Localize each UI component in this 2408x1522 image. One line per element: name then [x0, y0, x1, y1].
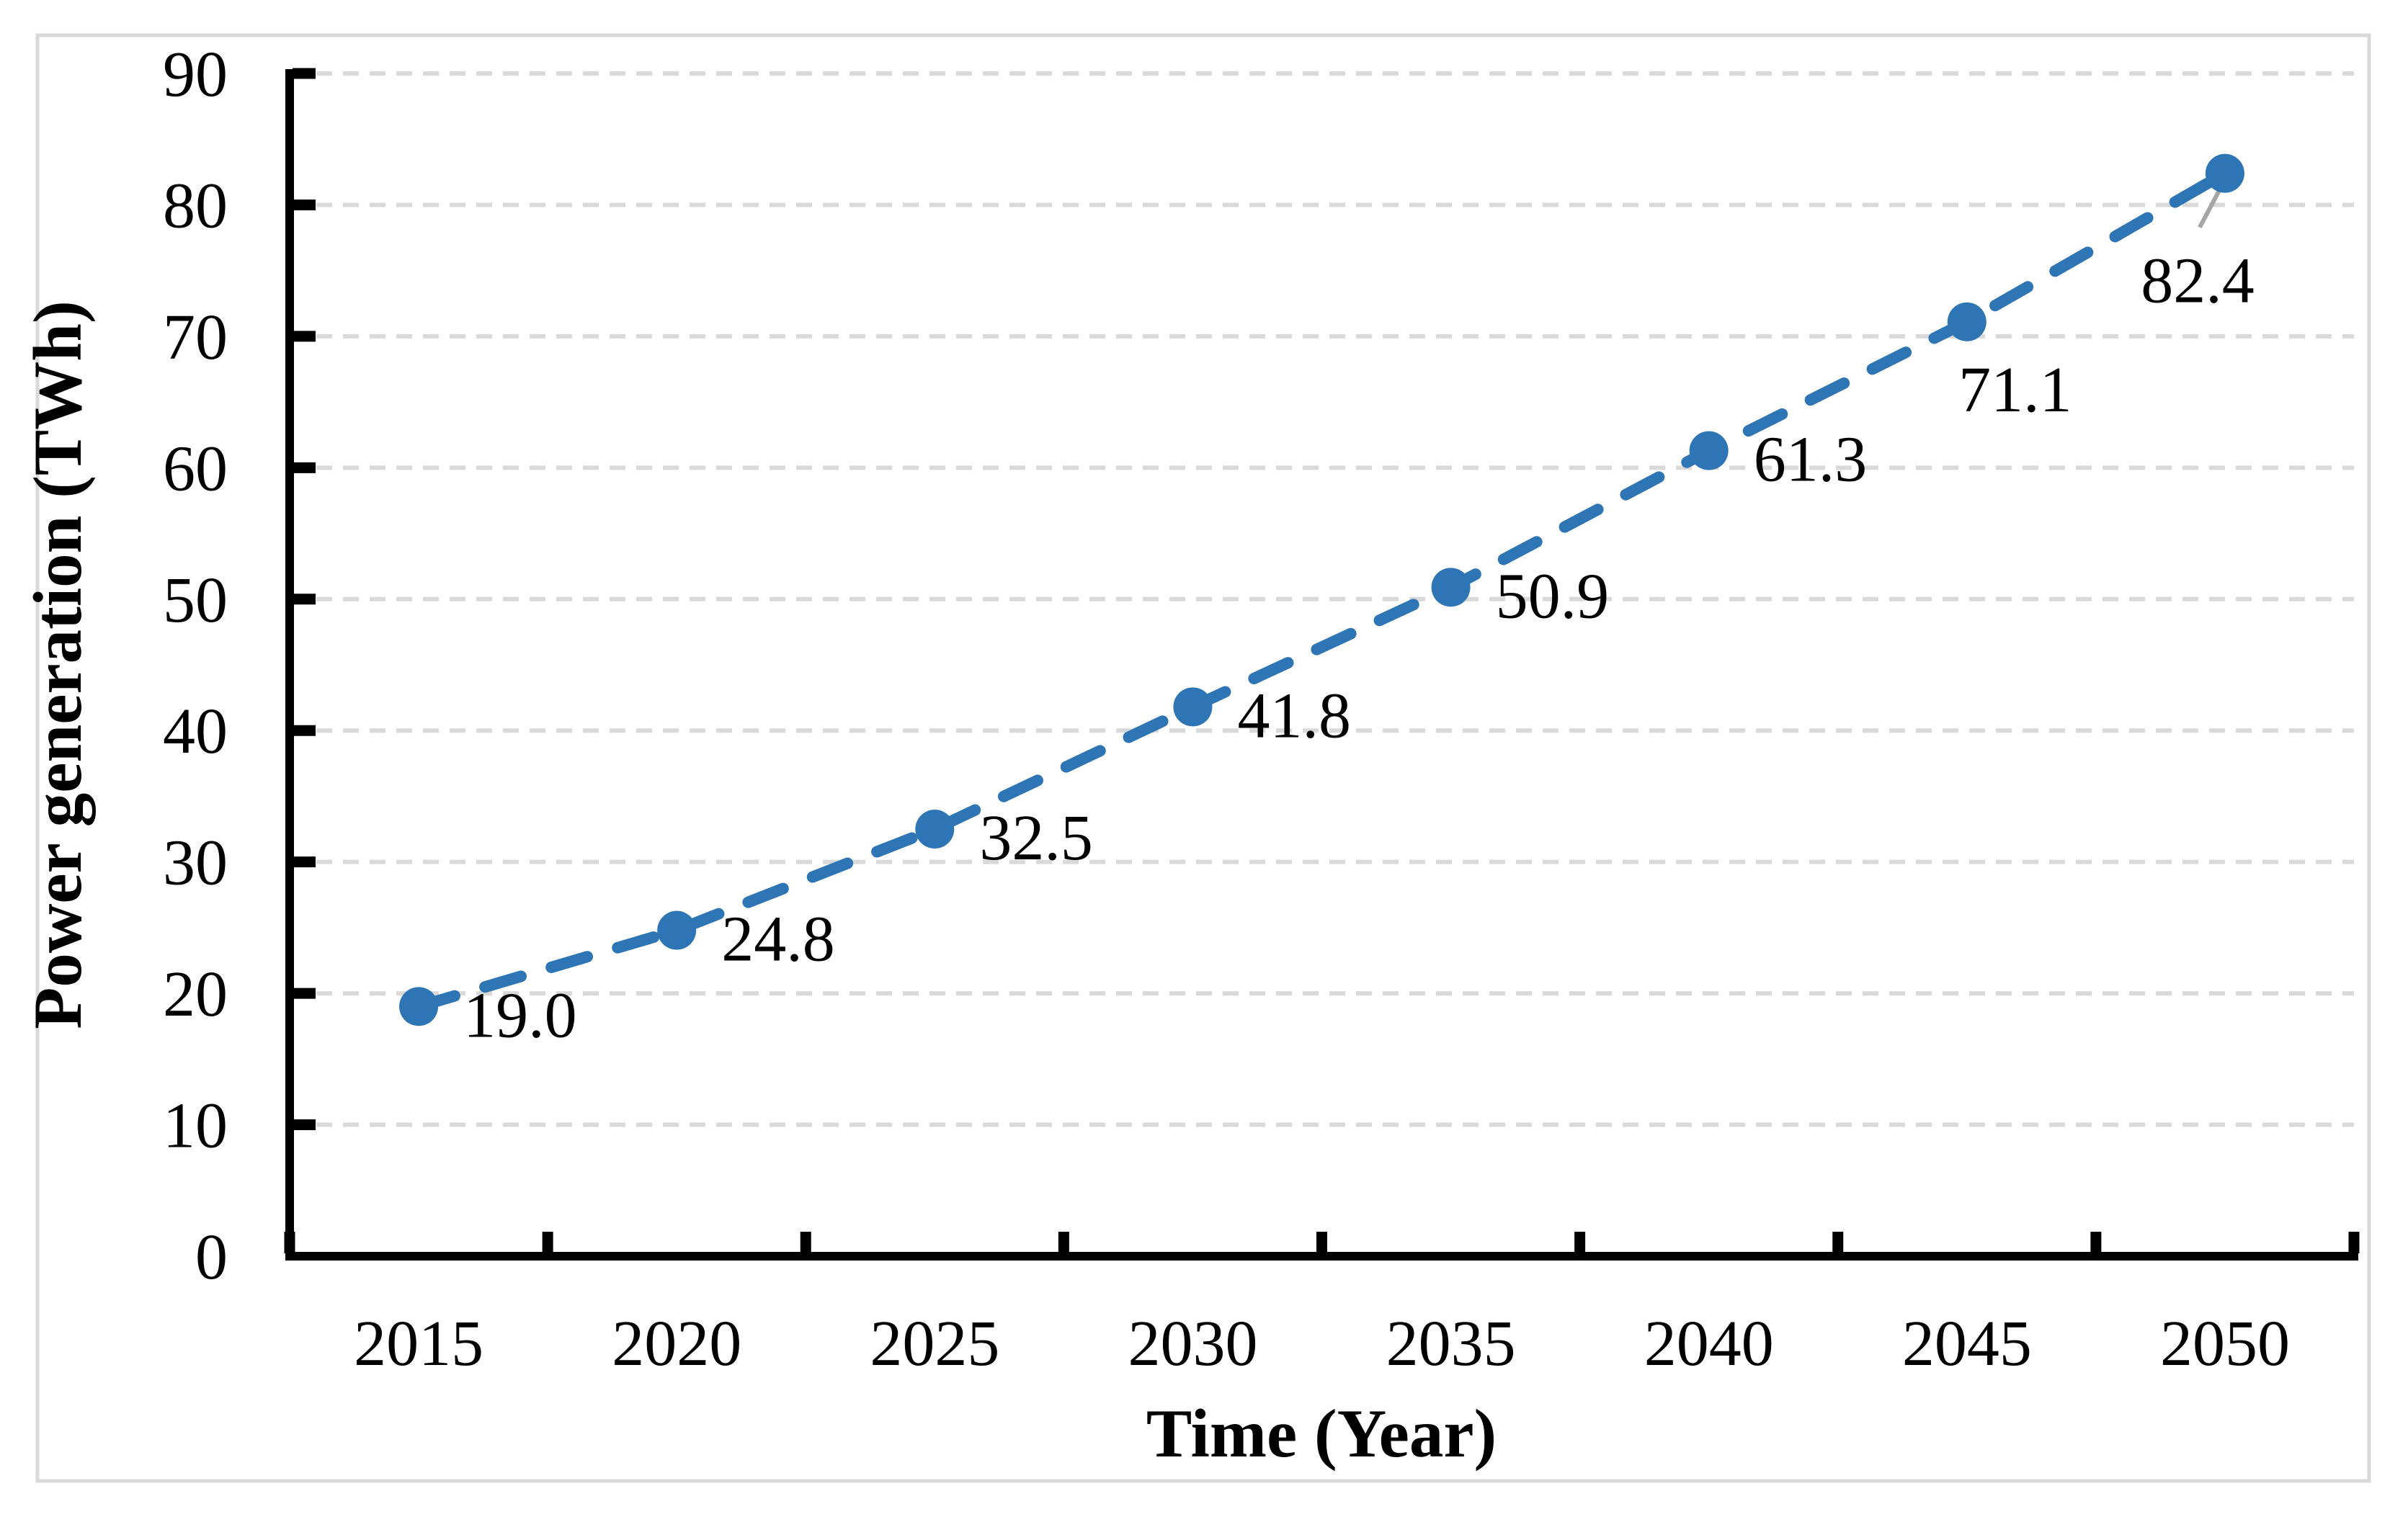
series-line [413, 167, 2231, 1013]
y-tick-label: 90 [163, 39, 228, 110]
markers-group [399, 153, 2244, 1026]
y-tick-label: 70 [163, 302, 228, 373]
data-point-label: 82.4 [2141, 246, 2255, 317]
data-point-label: 71.1 [1958, 354, 2072, 426]
figure-border [35, 33, 2371, 1483]
data-point-marker [915, 810, 955, 849]
data-point-label: 32.5 [979, 802, 1093, 874]
series-group [413, 167, 2231, 1013]
y-tick-label: 0 [195, 1222, 228, 1293]
gridlines-group [290, 71, 2354, 1127]
data-point-marker [1689, 431, 1729, 470]
x-tick-label: 2040 [1644, 1308, 1774, 1379]
x-tick-label: 2035 [1386, 1308, 1516, 1379]
y-tick-label: 40 [163, 696, 228, 767]
y-tick-label: 10 [163, 1091, 228, 1162]
y-tick-label: 50 [163, 565, 228, 636]
x-tick-label: 2045 [1902, 1308, 2032, 1379]
x-axis-title: Time (Year) [1146, 1395, 1497, 1472]
y-tick-label: 30 [163, 828, 228, 899]
y-axis-title: Power generation (TWh) [19, 300, 96, 1029]
data-point-label: 50.9 [1496, 560, 1610, 632]
data-labels-group: 19.0 24.8 32.5 41.8 50.9 61.3 71.1 82.4 [463, 246, 2255, 1052]
x-tick-label: 2030 [1128, 1308, 1257, 1379]
x-tick-label: 2050 [2160, 1308, 2290, 1379]
data-point-marker [1173, 687, 1213, 727]
data-point-marker [1431, 568, 1471, 607]
y-tick-label: 20 [163, 959, 228, 1030]
y-tick-label: 80 [163, 170, 228, 241]
data-point-label: 19.0 [463, 980, 577, 1051]
data-point-marker [1947, 302, 1986, 341]
data-point-marker [657, 910, 697, 950]
x-tick-label: 2020 [612, 1308, 741, 1379]
x-tick-label: 2025 [870, 1308, 999, 1379]
data-point-marker [2205, 153, 2244, 193]
axes-group [284, 68, 2360, 1261]
data-point-label: 24.8 [721, 904, 835, 975]
data-point-marker [399, 987, 439, 1026]
y-tick-label: 60 [163, 433, 228, 504]
data-point-label: 41.8 [1237, 680, 1351, 751]
data-point-label: 61.3 [1754, 424, 1868, 496]
x-tick-label: 2015 [354, 1308, 483, 1379]
